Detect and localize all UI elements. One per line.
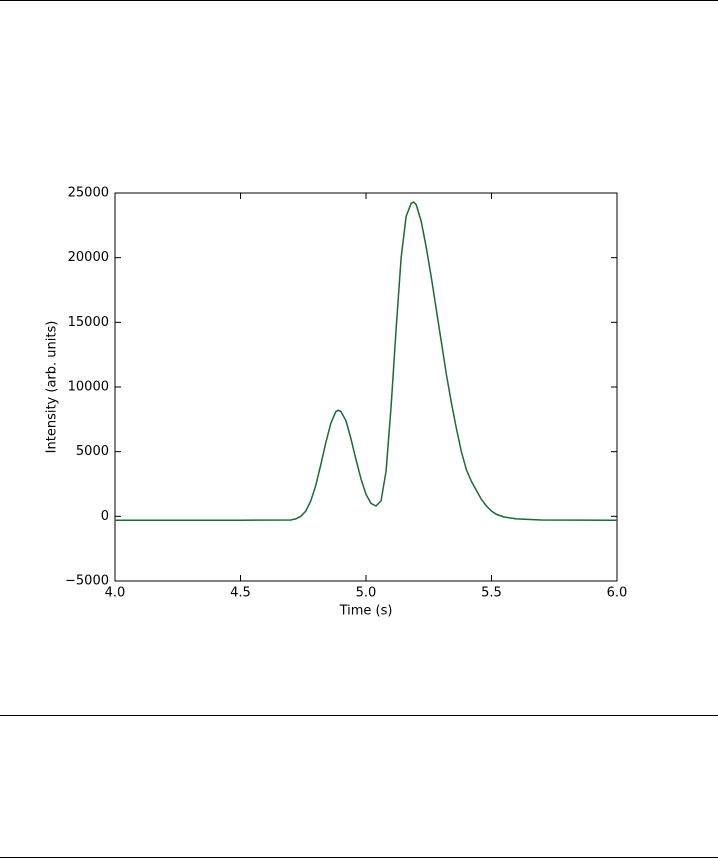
x-tick-label: 4.0: [105, 586, 126, 601]
y-tick-label: 5000: [76, 444, 109, 459]
y-tick-label: 10000: [68, 380, 109, 395]
plot-frame: [114, 192, 618, 582]
y-tick-label: −5000: [65, 574, 109, 589]
y-tick-label: 0: [101, 509, 109, 524]
y-tick-label: 20000: [68, 250, 109, 265]
y-axis-label: Intensity (arb. units): [45, 321, 60, 454]
x-tick-label: 6.0: [607, 586, 628, 601]
data-line: [115, 201, 618, 521]
y-tick-label: 25000: [68, 186, 109, 201]
x-tick-label: 5.0: [356, 586, 377, 601]
y-tick-label: 15000: [68, 315, 109, 330]
x-tick-label: 5.5: [481, 586, 502, 601]
x-tick-label: 4.5: [230, 586, 251, 601]
x-axis-label: Time (s): [339, 604, 393, 619]
